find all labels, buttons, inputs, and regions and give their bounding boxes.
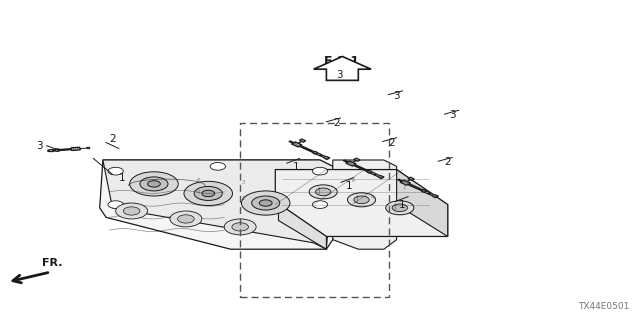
Text: e: e (197, 177, 200, 182)
Text: 2: 2 (109, 134, 116, 144)
Circle shape (170, 211, 202, 227)
Text: 2: 2 (333, 118, 339, 128)
Polygon shape (275, 201, 326, 249)
Circle shape (386, 201, 414, 215)
Polygon shape (374, 174, 384, 179)
Polygon shape (55, 149, 59, 151)
Polygon shape (291, 142, 302, 147)
Text: FR.: FR. (42, 258, 63, 268)
Text: 1: 1 (403, 185, 406, 190)
Text: 2: 2 (444, 157, 451, 167)
Text: |: | (394, 203, 396, 210)
Text: q: q (371, 194, 374, 199)
Polygon shape (291, 142, 294, 143)
Text: 1: 1 (119, 172, 125, 182)
Circle shape (252, 196, 280, 210)
Circle shape (354, 196, 369, 204)
Polygon shape (300, 139, 306, 142)
Text: e: e (352, 178, 355, 183)
Polygon shape (100, 160, 333, 249)
Text: |: | (355, 195, 358, 202)
Circle shape (392, 204, 408, 212)
Circle shape (344, 160, 346, 161)
Text: 1: 1 (346, 181, 352, 191)
Text: 1: 1 (399, 200, 406, 210)
Circle shape (140, 177, 168, 191)
Circle shape (116, 203, 148, 219)
Circle shape (224, 219, 256, 235)
Polygon shape (103, 160, 333, 249)
Polygon shape (353, 164, 365, 170)
Circle shape (316, 188, 331, 196)
Text: q: q (197, 189, 200, 194)
Polygon shape (354, 158, 360, 161)
Polygon shape (345, 161, 348, 163)
Circle shape (241, 191, 290, 215)
Circle shape (194, 187, 222, 200)
Text: TX44E0501: TX44E0501 (579, 302, 630, 311)
Text: 1: 1 (293, 162, 300, 172)
Circle shape (312, 167, 328, 175)
Polygon shape (275, 170, 448, 236)
Text: 2: 2 (388, 138, 395, 148)
Circle shape (232, 223, 248, 231)
Text: 3: 3 (36, 141, 42, 151)
Polygon shape (310, 150, 321, 156)
Polygon shape (419, 188, 430, 194)
Circle shape (177, 215, 194, 223)
Text: 3: 3 (450, 110, 456, 120)
Polygon shape (48, 149, 53, 152)
Text: |: | (317, 187, 319, 194)
Circle shape (108, 167, 124, 175)
Polygon shape (400, 180, 410, 185)
Text: 3: 3 (242, 180, 245, 185)
Polygon shape (408, 184, 420, 189)
Polygon shape (300, 146, 311, 151)
Circle shape (259, 200, 272, 206)
Polygon shape (422, 190, 426, 192)
Polygon shape (333, 160, 397, 249)
Polygon shape (53, 149, 60, 151)
Text: 3: 3 (337, 70, 343, 80)
Circle shape (312, 201, 328, 208)
Text: 3: 3 (394, 91, 400, 101)
Circle shape (289, 141, 291, 142)
Polygon shape (408, 177, 414, 180)
Circle shape (309, 185, 337, 199)
Polygon shape (399, 180, 403, 181)
Polygon shape (428, 193, 438, 198)
Polygon shape (346, 161, 356, 166)
Polygon shape (314, 56, 371, 80)
Polygon shape (397, 170, 448, 236)
Circle shape (210, 163, 225, 170)
Polygon shape (320, 155, 330, 159)
Circle shape (184, 181, 232, 205)
Polygon shape (364, 170, 376, 175)
Circle shape (397, 179, 400, 180)
Circle shape (108, 201, 124, 208)
Polygon shape (60, 149, 71, 150)
Bar (240, 123, 389, 297)
Polygon shape (367, 171, 372, 173)
Polygon shape (71, 147, 81, 150)
Circle shape (130, 172, 178, 196)
Text: 1: 1 (242, 196, 245, 201)
Polygon shape (313, 152, 317, 154)
Circle shape (124, 207, 140, 215)
Text: E-9-1: E-9-1 (324, 55, 360, 68)
Circle shape (87, 147, 90, 149)
Circle shape (202, 190, 214, 197)
Circle shape (348, 193, 376, 207)
Circle shape (148, 181, 161, 187)
